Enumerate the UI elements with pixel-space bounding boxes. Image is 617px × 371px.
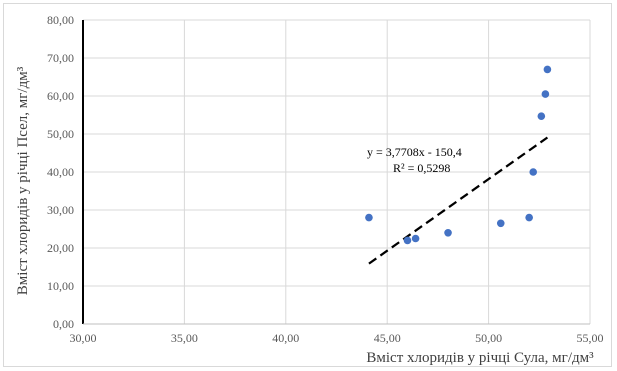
chart-frame — [3, 3, 612, 367]
data-point — [365, 213, 373, 222]
data-point — [496, 219, 505, 228]
x-tick-label: 35,00 — [171, 331, 198, 345]
y-tick-label: 40,00 — [47, 165, 74, 179]
y-tick-label: 20,00 — [47, 241, 74, 255]
y-axis-title: Вміст хлоридів у річці Псел, мг/дм³ — [15, 66, 31, 295]
y-tick-label: 60,00 — [47, 89, 74, 103]
trendline-r-squared: R² = 0,5298 — [393, 161, 450, 175]
data-point — [525, 213, 533, 222]
x-tick-label: 40,00 — [272, 331, 299, 345]
trendline-group — [368, 136, 549, 265]
y-tick-label: 50,00 — [47, 127, 74, 141]
x-tick-label: 45,00 — [374, 331, 401, 345]
data-points — [365, 65, 552, 245]
grid-lines — [83, 19, 591, 324]
y-tick-label: 0,00 — [53, 317, 74, 331]
data-point — [529, 168, 538, 176]
data-point — [444, 229, 452, 237]
data-point — [411, 234, 420, 243]
y-tick-labels: 0,00 10,00 20,00 30,00 40,00 50,00 60,00 70,00 8… — [47, 13, 74, 331]
y-tick-label: 80,00 — [47, 13, 74, 27]
y-tick-label: 10,00 — [47, 279, 74, 293]
y-tick-label: 70,00 — [47, 51, 74, 65]
axes — [82, 20, 590, 325]
data-point — [537, 112, 546, 120]
x-tick-labels: 30,00 35,00 40,00 45,00 50,00 55,00 — [70, 331, 604, 345]
y-tick-label: 30,00 — [47, 203, 74, 217]
x-tick-label: 55,00 — [577, 331, 604, 345]
x-tick-label: 30,00 — [70, 331, 97, 345]
data-point — [543, 65, 552, 74]
trendline — [368, 136, 549, 265]
x-axis-title: Вміст хлоридів у річці Сула, мг/дм³ — [366, 350, 594, 366]
data-point — [403, 236, 412, 245]
trendline-equation: y = 3,7708x - 150,4 — [367, 145, 462, 159]
x-tick-label: 50,00 — [475, 331, 502, 345]
data-point — [541, 90, 550, 98]
